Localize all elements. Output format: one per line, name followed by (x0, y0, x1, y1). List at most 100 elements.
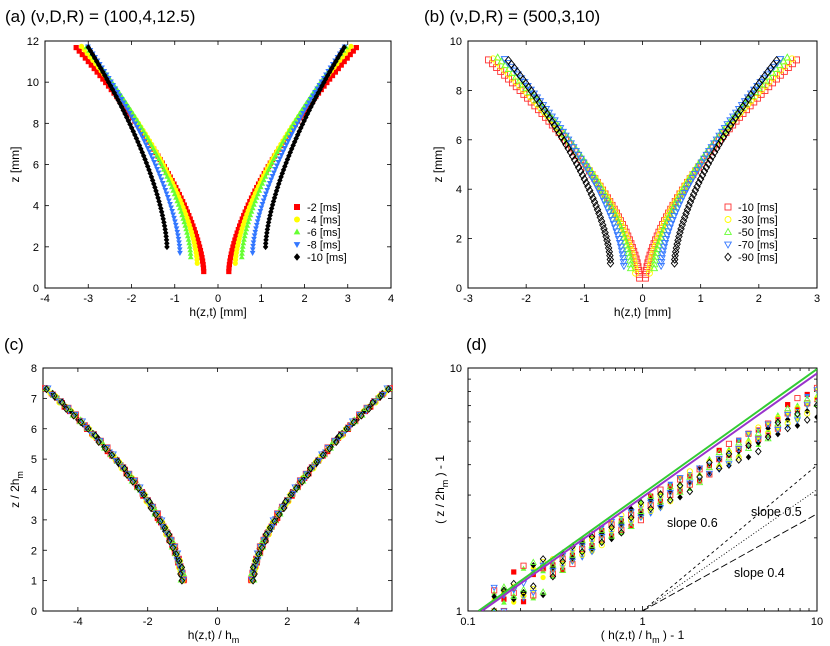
data-point (324, 79, 330, 86)
data-point (710, 140, 719, 148)
data-point (281, 145, 288, 152)
data-point (713, 143, 721, 153)
data-point (696, 466, 703, 473)
data-point (288, 131, 295, 138)
panel-b-title: (b) (ν,D,R) = (500,3,10) (424, 7, 600, 26)
y-axis-label: z / 2hm (8, 471, 25, 508)
data-point (325, 72, 331, 79)
data-point (91, 65, 97, 72)
data-point (286, 152, 292, 160)
data-point (686, 481, 693, 488)
data-point (680, 212, 689, 222)
data-point (173, 226, 180, 232)
data-point (193, 233, 200, 240)
data-point (199, 254, 205, 261)
data-point (77, 418, 85, 427)
series--90ms (504, 55, 781, 268)
data-point (310, 465, 317, 472)
data-point (673, 239, 681, 249)
data-point (754, 436, 762, 444)
data-point (745, 441, 752, 450)
y-tick-label: 0 (456, 283, 462, 295)
data-point (493, 53, 502, 61)
data-point (339, 47, 345, 55)
legend-label: -6 [ms] (307, 227, 341, 239)
y-tick-label: 4 (31, 485, 37, 497)
data-point (385, 385, 392, 394)
data-point (497, 57, 506, 65)
data-point (244, 222, 251, 228)
data-point (171, 215, 177, 222)
data-point (676, 197, 686, 206)
y-tick-label: 1 (31, 576, 37, 588)
data-point (569, 554, 576, 562)
data-point (227, 254, 234, 261)
data-point (555, 128, 563, 138)
data-point (636, 274, 644, 282)
data-point (43, 385, 50, 394)
data-point (163, 530, 171, 538)
data-point (772, 55, 781, 65)
data-point (773, 70, 780, 78)
data-point (556, 125, 565, 133)
data-point (170, 212, 176, 218)
data-point (666, 490, 674, 497)
data-point (592, 201, 600, 211)
data-point (253, 226, 259, 232)
legend-marker (293, 242, 301, 248)
data-point (329, 72, 336, 79)
data-point (530, 592, 537, 599)
x-tick-label: -2 (127, 293, 137, 305)
data-point (813, 395, 817, 402)
data-point (624, 248, 633, 256)
data-point (318, 451, 326, 458)
data-point (734, 105, 743, 114)
data-point (268, 208, 274, 216)
data-point (671, 209, 680, 217)
data-point (302, 471, 311, 478)
data-point (783, 53, 792, 61)
data-point (95, 438, 102, 447)
data-point (132, 121, 139, 127)
data-point (174, 550, 182, 557)
data-point (725, 440, 733, 447)
legend-marker (724, 252, 732, 262)
data-point (780, 62, 788, 70)
data-point (650, 256, 659, 264)
data-point (137, 131, 144, 138)
x-tick-label: 2 (756, 293, 762, 305)
panel-b: (b) (ν,D,R) = (500,3,10) -3 -2 -1 0 1 2 3 0 2 4 6 8 1… (424, 7, 820, 319)
data-point (683, 205, 692, 215)
data-point (164, 243, 170, 251)
data-point (675, 232, 683, 241)
data-point (239, 250, 245, 256)
legend-label: -50 [ms] (738, 227, 778, 239)
data-point (519, 85, 527, 93)
data-point (251, 201, 257, 207)
data-point (232, 237, 238, 243)
data-point (723, 121, 732, 129)
data-point (379, 392, 387, 399)
data-point (270, 198, 277, 205)
fit-purple (481, 372, 817, 611)
data-point (655, 237, 664, 245)
data-point (91, 431, 99, 440)
data-point (319, 82, 325, 90)
data-point (627, 513, 635, 522)
data-point (161, 523, 169, 532)
data-point (135, 484, 142, 493)
data-point (304, 471, 312, 479)
data-point (62, 405, 70, 414)
data-point (568, 551, 577, 558)
legend-label: -10 [ms] (307, 252, 347, 264)
data-point (169, 543, 177, 552)
data-point (700, 166, 709, 176)
loglog-series (490, 387, 817, 611)
data-point (176, 240, 182, 246)
data-point (246, 215, 253, 221)
data-point (576, 166, 585, 176)
data-point (308, 464, 317, 472)
data-point (685, 201, 693, 211)
data-point (265, 166, 272, 172)
